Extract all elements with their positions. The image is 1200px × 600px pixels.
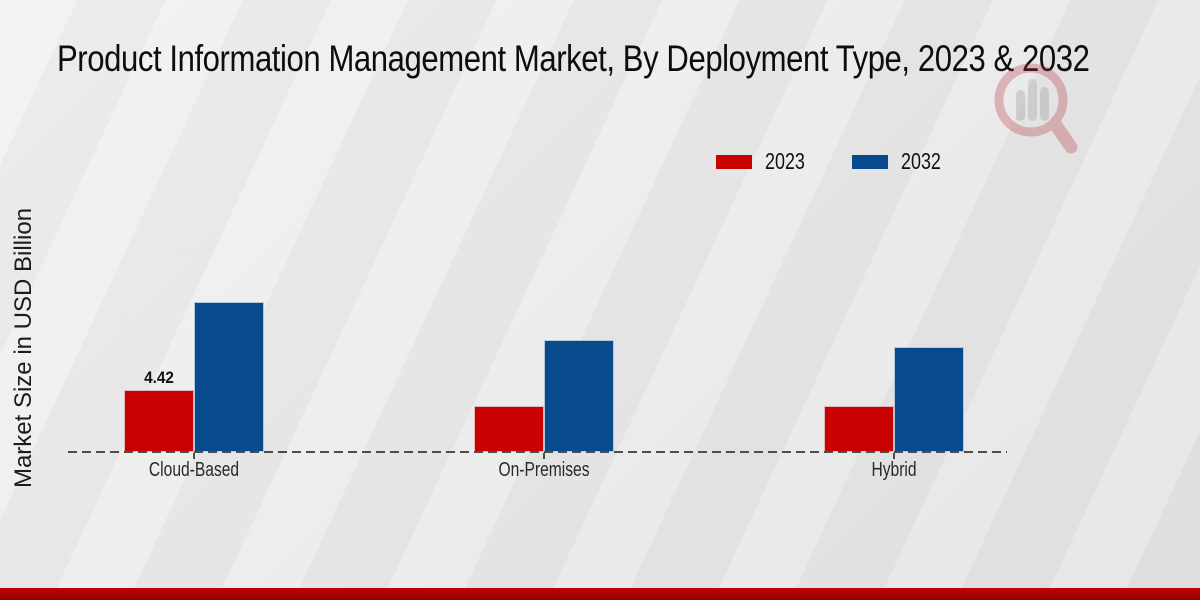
- legend-label-2023: 2023: [765, 148, 805, 174]
- legend-label-2032: 2032: [901, 148, 942, 174]
- category-label-cloud-based: Cloud-Based: [148, 459, 240, 481]
- bar-2023-hybrid: [824, 406, 894, 452]
- footer-band: [0, 588, 1200, 600]
- bar-group-on-premises: [474, 340, 614, 452]
- axis-tick-hybrid: [893, 453, 895, 459]
- legend-item-2032: 2032: [852, 148, 952, 175]
- bar-2032-hybrid: [894, 347, 964, 452]
- legend-swatch-2023: [716, 154, 752, 169]
- bar-2032-cloud-based: [194, 302, 264, 452]
- bar-2023-cloud-based: 4.42: [124, 368, 194, 452]
- legend: 2023 2032: [716, 148, 952, 175]
- category-label-hybrid: Hybrid: [871, 459, 917, 481]
- axis-tick-cloud-based: [193, 453, 195, 459]
- category-label-on-premises: On-Premises: [498, 459, 590, 481]
- magnifier-bar-chart-logo-icon: [994, 63, 1078, 154]
- chart-title: Product Information Management Market, B…: [57, 38, 1090, 79]
- bar-2023-on-premises: [474, 406, 544, 452]
- x-axis-baseline: [68, 451, 1007, 453]
- bar-group-cloud-based: 4.42: [124, 302, 264, 452]
- legend-swatch-2032: [852, 154, 889, 169]
- bar-value-label-2023-cloud-based: 4.42: [144, 368, 174, 387]
- bar-2032-on-premises: [544, 340, 614, 452]
- axis-tick-on-premises: [543, 453, 545, 459]
- bar-group-hybrid: [824, 347, 964, 452]
- legend-item-2023: 2023: [716, 148, 816, 175]
